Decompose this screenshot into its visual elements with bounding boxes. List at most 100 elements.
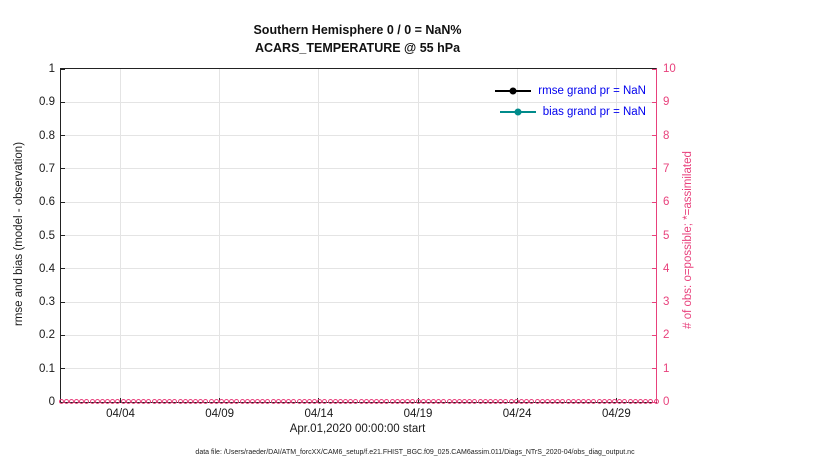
- obs-count-marker: [374, 399, 380, 404]
- obs-count-marker: [560, 399, 566, 404]
- obs-count-marker: [229, 399, 235, 404]
- y-right-tick-label: 7: [663, 162, 670, 175]
- y-left-tick-mark: [61, 301, 65, 303]
- y-right-tick-label: 4: [663, 262, 670, 275]
- obs-count-marker: [518, 399, 524, 404]
- obs-count-marker: [141, 399, 147, 404]
- obs-count-marker: [224, 399, 230, 404]
- obs-count-marker: [99, 399, 105, 404]
- y-left-tick-label: 0.8: [39, 129, 55, 142]
- obs-count-marker: [161, 399, 167, 404]
- y-gridline: [61, 101, 656, 103]
- obs-count-marker: [348, 399, 354, 404]
- obs-count-marker: [146, 399, 152, 404]
- y-gridline: [61, 168, 656, 170]
- obs-count-marker: [503, 399, 509, 404]
- x-tick-label: 04/09: [205, 408, 235, 420]
- y-right-tick-label: 6: [663, 196, 670, 209]
- y-left-tick-mark: [61, 235, 65, 236]
- x-tick-mark: [120, 398, 121, 402]
- obs-count-marker: [74, 399, 80, 404]
- obs-count-marker: [322, 399, 328, 404]
- legend-dot-marker: [509, 87, 517, 94]
- y-left-tick-mark: [61, 368, 65, 370]
- y-left-tick-label: 0.9: [39, 96, 55, 109]
- obs-count-marker: [343, 399, 349, 404]
- obs-count-marker: [420, 399, 426, 404]
- legend-line-sample: [499, 108, 536, 115]
- y-left-tick-label: 0.5: [39, 229, 55, 242]
- legend: rmse grand pr = NaN bias grand pr = NaN: [495, 81, 646, 121]
- y-right-tick-label: 9: [663, 96, 670, 109]
- obs-count-marker: [177, 399, 183, 404]
- obs-count-marker: [591, 399, 597, 404]
- obs-count-marker: [467, 399, 473, 404]
- y-left-tick-mark: [61, 68, 65, 70]
- obs-count-marker: [353, 399, 359, 404]
- obs-count-marker: [596, 399, 602, 404]
- obs-count-marker: [120, 399, 126, 404]
- obs-count-marker: [575, 399, 581, 404]
- obs-count-marker: [586, 399, 592, 404]
- obs-count-marker: [68, 399, 74, 404]
- y-right-tick-label: 3: [663, 296, 670, 309]
- obs-count-marker: [239, 399, 245, 404]
- x-tick-label: 04/24: [502, 408, 532, 420]
- obs-count-marker: [115, 399, 121, 404]
- obs-count-marker: [379, 399, 385, 404]
- legend-item: bias grand pr = NaN: [499, 102, 646, 121]
- y-right-tick-mark: [652, 201, 656, 203]
- obs-count-marker: [94, 399, 100, 404]
- legend-item: rmse grand pr = NaN: [495, 81, 646, 100]
- obs-count-marker: [565, 399, 571, 404]
- x-tick-label: 04/04: [106, 408, 135, 420]
- obs-count-marker: [79, 399, 85, 404]
- obs-count-marker: [653, 399, 659, 404]
- obs-count-marker: [472, 399, 478, 404]
- obs-count-marker: [244, 399, 250, 404]
- x-tick-label: 04/29: [601, 408, 631, 420]
- obs-count-marker: [125, 399, 131, 404]
- y-left-tick-mark: [61, 135, 65, 137]
- y-right-tick-mark: [652, 68, 656, 70]
- obs-count-marker: [306, 399, 312, 404]
- obs-count-marker: [286, 399, 292, 404]
- obs-count-marker: [234, 399, 240, 404]
- obs-count-marker: [270, 399, 276, 404]
- y-right-tick-mark: [652, 101, 656, 103]
- obs-count-marker: [89, 399, 95, 404]
- obs-count-marker: [63, 399, 69, 404]
- obs-count-marker: [622, 399, 628, 404]
- obs-count-marker: [182, 399, 188, 404]
- obs-count-marker: [275, 399, 281, 404]
- chart-title-line1: Southern Hemisphere 0 / 0 = NaN%: [253, 23, 462, 37]
- obs-count-marker: [539, 399, 545, 404]
- obs-count-marker: [425, 399, 431, 404]
- obs-count-marker: [317, 399, 323, 404]
- obs-count-marker: [301, 399, 307, 404]
- obs-count-marker: [399, 399, 405, 404]
- y-right-tick-mark: [652, 168, 656, 170]
- obs-count-marker: [550, 399, 556, 404]
- obs-count-marker: [487, 399, 493, 404]
- obs-count-marker: [312, 399, 318, 404]
- obs-count-marker: [534, 399, 540, 404]
- legend-item-label: bias grand pr = NaN: [542, 105, 646, 118]
- x-tick-label: 04/14: [304, 408, 334, 420]
- y-left-tick-mark: [61, 201, 65, 203]
- y-left-tick-mark: [61, 101, 65, 103]
- y-left-tick-mark: [61, 268, 65, 270]
- data-file-caption: data file: /Users/raeder/DAI/ATM_forcXX/…: [195, 449, 635, 456]
- obs-count-marker: [648, 399, 654, 404]
- obs-count-marker: [260, 399, 266, 404]
- obs-count-marker: [172, 399, 178, 404]
- legend-dot-marker: [514, 108, 522, 115]
- y-right-tick-mark: [652, 268, 656, 270]
- y-left-tick-label: 0.1: [39, 362, 55, 375]
- obs-count-marker: [431, 399, 437, 404]
- y-right-tick-label: 10: [663, 63, 676, 75]
- obs-count-marker: [627, 399, 633, 404]
- y-right-tick-mark: [652, 135, 656, 137]
- obs-count-marker: [130, 399, 136, 404]
- y-gridline: [61, 235, 656, 236]
